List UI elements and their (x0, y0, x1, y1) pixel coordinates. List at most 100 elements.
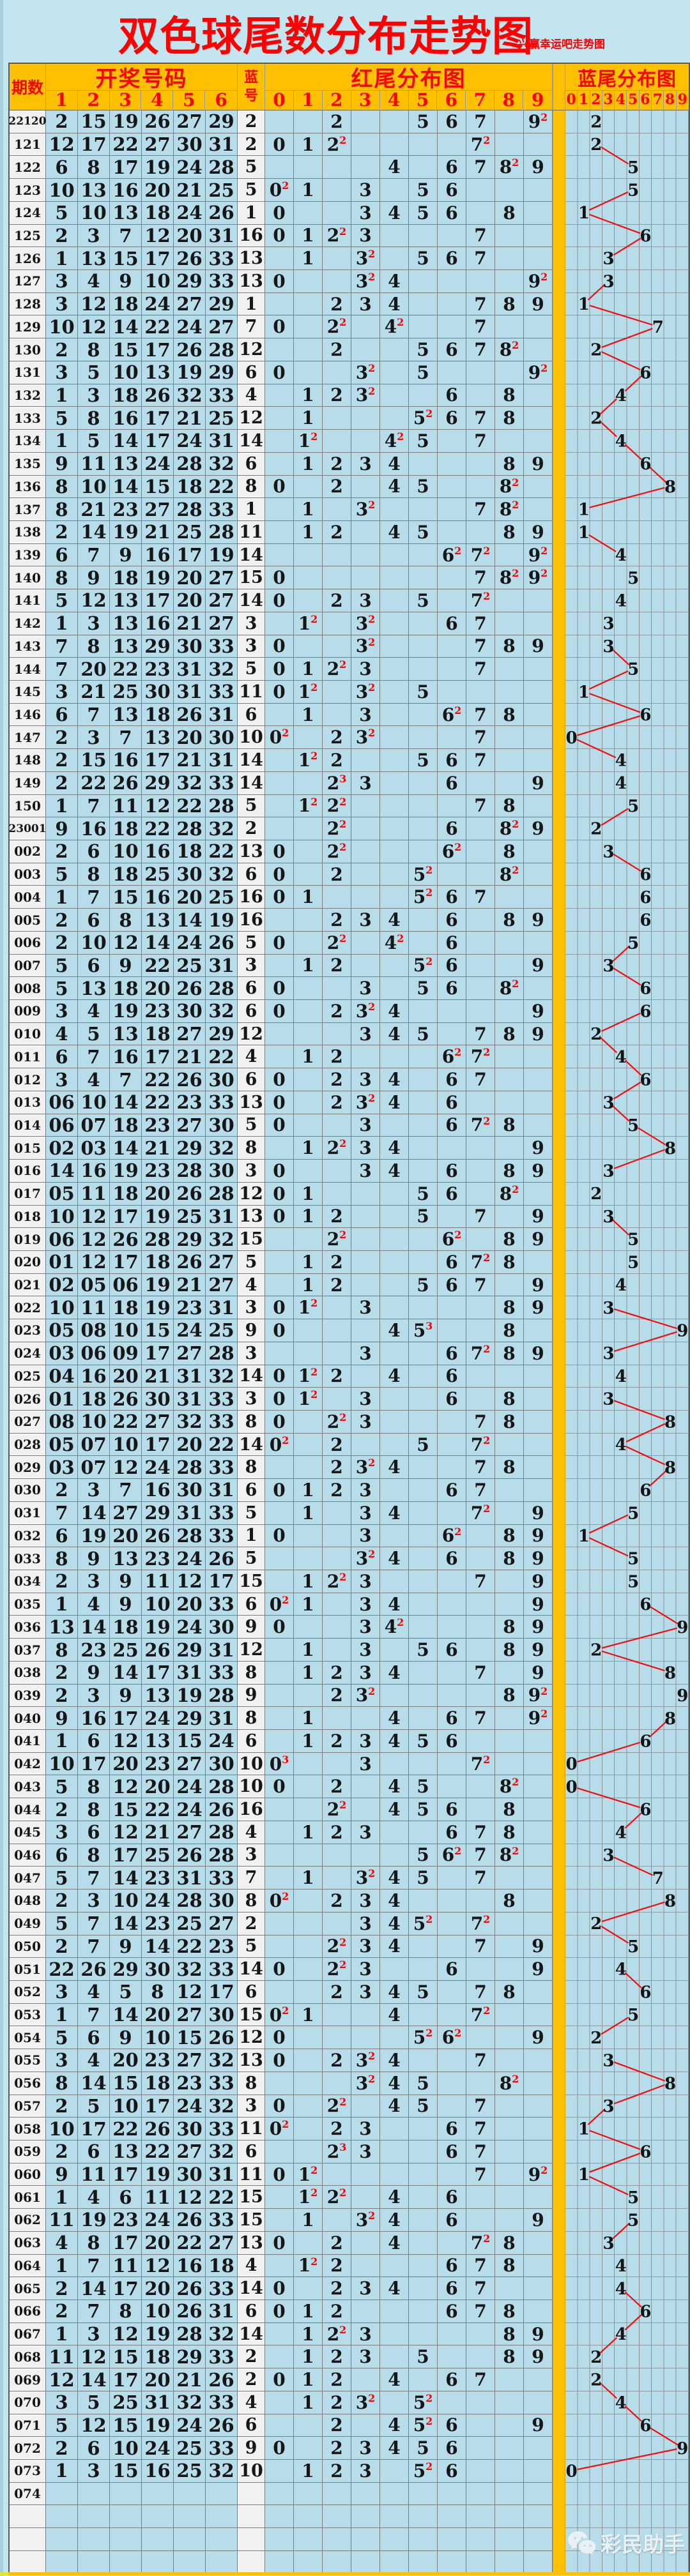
tail-count-superscript: 2 (368, 2391, 376, 2404)
red-tail-cell: 2 (323, 2414, 351, 2437)
red-tail-cell: 7 (466, 658, 495, 681)
red-tail-cell: 3 (351, 2345, 380, 2369)
tail-digit: 3 (355, 612, 369, 634)
separator-cell (553, 475, 565, 499)
red-tail-cell: 1 (294, 2368, 323, 2391)
blue-number-cell: 13 (238, 1205, 265, 1229)
tail-digit: 8 (499, 156, 512, 178)
red-ball-cell: 9 (110, 1935, 142, 1959)
table-row: 007 5 6 9 22 25 31 3 1 2 5 2 6 9 (10, 954, 689, 978)
tail-digit: 6 (445, 612, 458, 634)
red-ball-cell: 26 (142, 110, 174, 133)
red-tail-cell: 6 (438, 1798, 466, 1821)
tail-count-superscript: 2 (282, 2004, 289, 2017)
red-tail-cell (524, 2300, 553, 2323)
tail-count-superscript: 2 (512, 1183, 519, 1195)
table-row: 041 1 6 12 13 15 24 6 1 2 3 4 5 6 (10, 1730, 689, 1753)
red-ball-cell: 3 (78, 224, 110, 248)
red-tail-cell (294, 863, 323, 886)
red-tail-cell: 4 (380, 1365, 409, 1388)
red-tail-cell (294, 2140, 323, 2163)
separator-cell (553, 430, 565, 453)
red-ball-cell: 23 (142, 2049, 174, 2072)
red-ball-cell: 14 (78, 2368, 110, 2391)
red-tail-cell (409, 1752, 438, 1776)
tail-digit: 8 (503, 1160, 516, 1181)
table-row: 010 4 5 13 18 27 29 12 3 4 5 7 8 9 (10, 1022, 689, 1046)
tail-count-superscript: 2 (282, 1593, 289, 1606)
red-ball-cell: 29 (142, 771, 174, 795)
tail-digit: 2 (330, 1206, 343, 1227)
red-ball-cell: 9 (110, 543, 142, 567)
red-tail-cell: 8 (495, 2254, 524, 2278)
red-tail-cell (265, 2209, 294, 2232)
red-tail-cell (495, 224, 524, 248)
red-ball-cell: 8 (78, 156, 110, 179)
tail-digit: 1 (302, 384, 314, 406)
separator-cell (553, 1160, 565, 1183)
red-tail-cell (466, 452, 495, 476)
red-ball-cell: 13 (142, 909, 174, 932)
separator-cell (553, 635, 565, 658)
period-cell: 057 (10, 2095, 46, 2118)
red-tail-cell (380, 566, 409, 590)
blue-number-cell: 11 (238, 2118, 265, 2140)
red-tail-cell: 8 (495, 1319, 524, 1342)
tail-digit: 2 (330, 2460, 343, 2481)
red-tail-cell: 8 (495, 1616, 524, 1639)
red-ball-cell: 11 (46, 2345, 78, 2369)
red-ball-cell: 6 (46, 1844, 78, 1867)
red-tail-cell (265, 817, 294, 840)
blue-number-cell (238, 2528, 265, 2551)
tail-digit: 1 (302, 521, 314, 543)
tail-digit: 9 (532, 2027, 544, 2049)
red-tail-cell: 0 (265, 680, 294, 704)
red-ball-cell: 31 (206, 749, 238, 772)
tail-count-superscript: 2 (310, 612, 318, 625)
red-ball-cell: 33 (206, 2209, 238, 2232)
table-row: 003 5 8 18 25 30 32 6 0 2 5 2 8 2 (10, 863, 689, 886)
period-cell: 141 (10, 589, 46, 612)
blue-number-cell: 2 (238, 2345, 265, 2369)
red-tail-cell: 7 (466, 247, 495, 271)
red-tail-cell (524, 224, 553, 248)
red-tail-cell (323, 407, 351, 430)
red-tail-cell (409, 270, 438, 293)
red-tail-cell (380, 1296, 409, 1320)
tail-digit: 1 (302, 1821, 314, 1843)
red-ball-cell: 19 (142, 156, 174, 179)
red-tail-cell (409, 1661, 438, 1685)
red-tail-cell: 7 (466, 1022, 495, 1046)
red-tail-cell (351, 2186, 380, 2209)
red-tail-cell: 3 (351, 1616, 380, 1639)
red-tail-cell: 0 (265, 315, 294, 339)
tail-digit: 2 (330, 1274, 343, 1296)
red-ball-cell: 4 (78, 1068, 110, 1091)
red-tail-cell: 5 (409, 1730, 438, 1753)
red-ball-cell: 4 (78, 1593, 110, 1616)
table-row: 047 5 7 14 23 31 33 7 1 3 2 4 5 7 (10, 1867, 689, 1890)
red-tail-cell: 3 (351, 1935, 380, 1959)
blue-tail-track (565, 133, 689, 156)
red-tail-cell: 0 (265, 1000, 294, 1023)
blue-tail-track (565, 1365, 689, 1388)
period-cell: 068 (10, 2345, 46, 2369)
tail-digit: 3 (359, 658, 372, 680)
red-tail-cell: 0 (265, 1410, 294, 1434)
red-ball-cell: 3 (46, 361, 78, 384)
blue-number-cell: 6 (238, 2414, 265, 2437)
tail-digit: 9 (532, 818, 544, 840)
red-tail-cell (351, 1798, 380, 1821)
tail-digit: 6 (445, 2300, 458, 2322)
red-tail-cell: 5 (409, 110, 438, 133)
header-red-tail-col: 8 (494, 89, 524, 110)
tail-digit: 8 (503, 1799, 516, 1821)
red-tail-cell: 0 (265, 2437, 294, 2460)
red-ball-cell: 5 (46, 1912, 78, 1936)
tail-count-superscript: 2 (368, 361, 376, 374)
table-row: 122 6 8 17 19 24 28 5 4 6 7 8 2 9 (10, 156, 689, 179)
